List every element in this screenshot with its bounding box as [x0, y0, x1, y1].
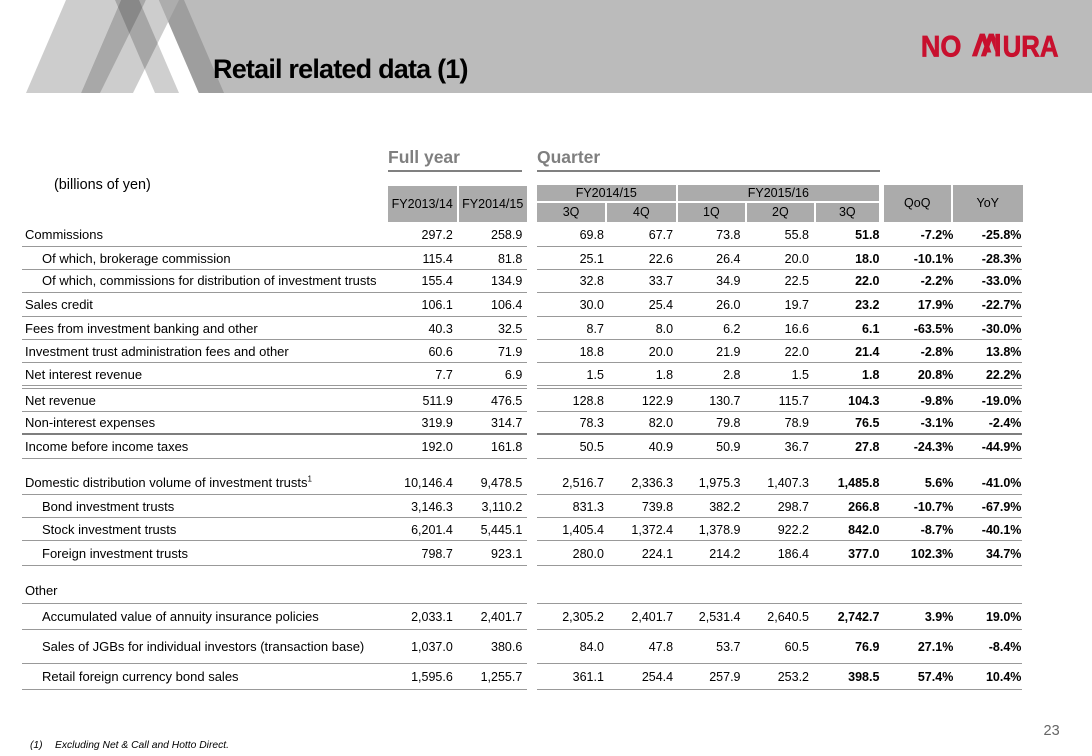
svg-text:URA: URA: [1003, 31, 1059, 59]
svg-text:NO: NO: [921, 31, 962, 59]
